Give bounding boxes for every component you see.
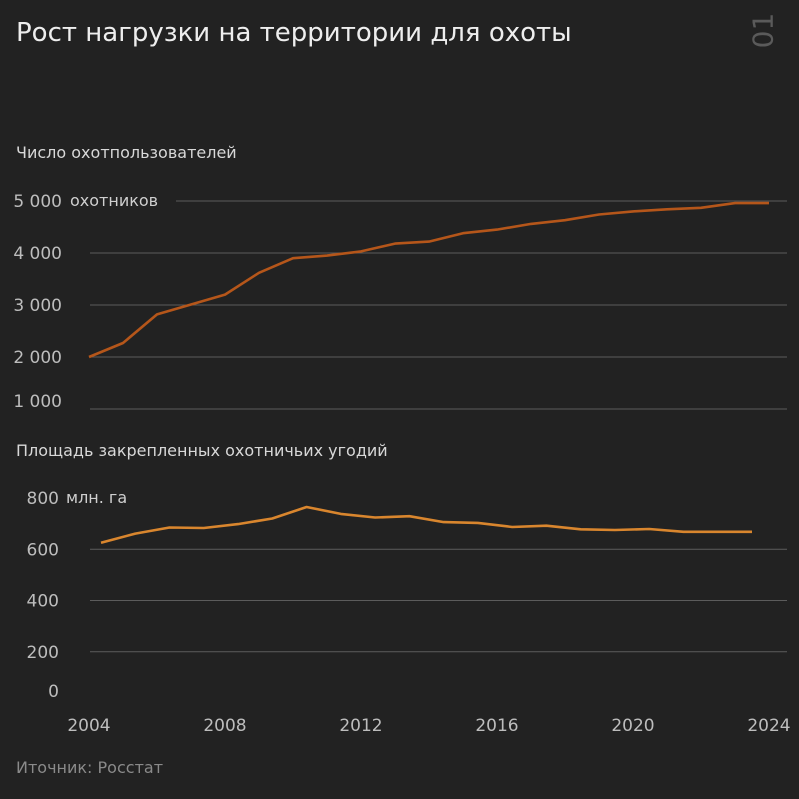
y-tick-label: 1 000 xyxy=(13,392,62,412)
series-line-1 xyxy=(100,505,752,545)
x-tick-label: 2008 xyxy=(203,716,246,736)
y-tick-label: 800 xyxy=(27,489,59,509)
y-tick-label: 5 000 xyxy=(13,192,62,212)
x-tick-label: 2020 xyxy=(611,716,654,736)
x-tick-label: 2024 xyxy=(747,716,790,736)
top-chart-subtitle: Число охотпользователей xyxy=(16,143,237,162)
y-tick-label: 400 xyxy=(27,592,59,612)
unit-label: млн. га xyxy=(66,488,127,507)
y-tick-label: 2 000 xyxy=(13,348,62,368)
bottom-chart-subtitle: Площадь закрепленных охотничьих угодий xyxy=(16,441,388,460)
series-line-0 xyxy=(88,201,769,359)
x-tick-label: 2016 xyxy=(475,716,518,736)
source-note: Иточник: Росстат xyxy=(16,758,164,777)
unit-label: охотников xyxy=(70,191,158,210)
y-tick-label: 0 xyxy=(48,682,59,702)
chart-title: Рост нагрузки на территории для охоты xyxy=(16,18,572,48)
y-tick-label: 600 xyxy=(27,540,59,560)
x-tick-label: 2004 xyxy=(67,716,110,736)
y-tick-label: 3 000 xyxy=(13,296,62,316)
y-tick-label: 4 000 xyxy=(13,244,62,264)
x-tick-label: 2012 xyxy=(339,716,382,736)
y-tick-label: 200 xyxy=(27,643,59,663)
